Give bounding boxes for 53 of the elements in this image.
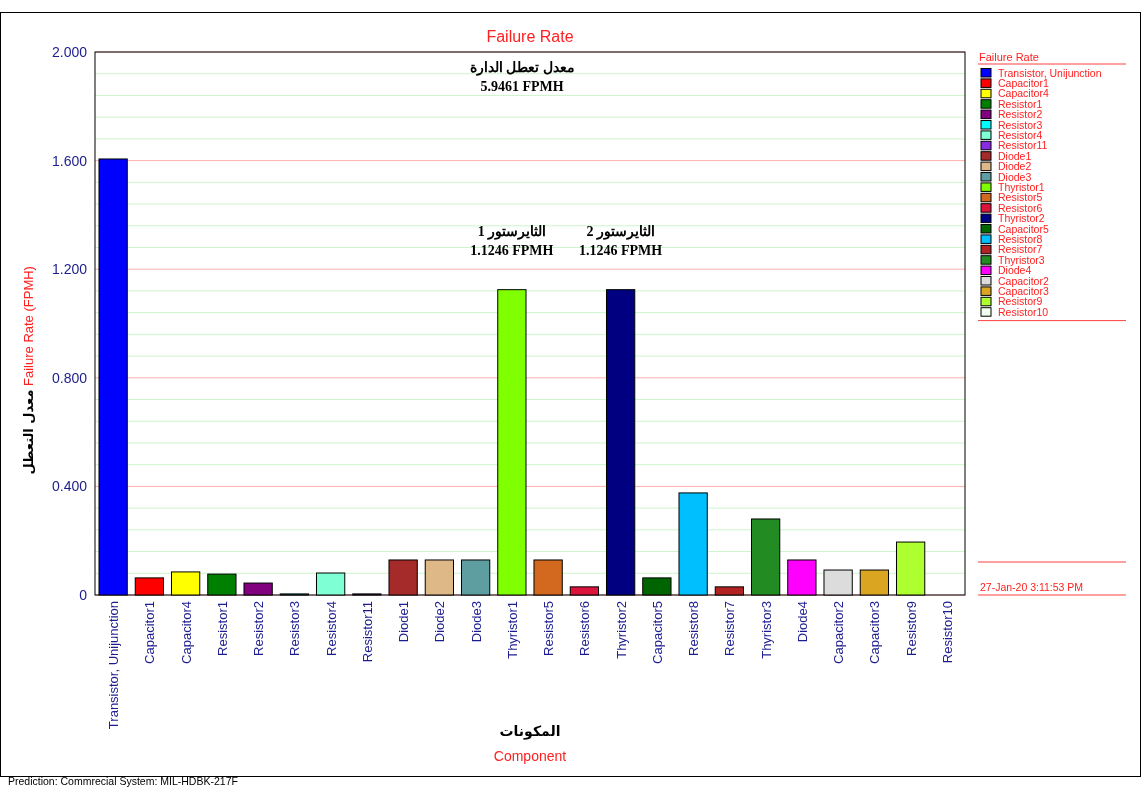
x-tick-label: Resistor3: [287, 601, 303, 656]
x-tick-label: Resistor5: [541, 601, 557, 656]
y-tick-label: 1.600: [51, 152, 88, 169]
x-tick-label: Diode1: [396, 601, 412, 643]
x-tick-label: Thyristor1: [504, 601, 520, 659]
x-tick-label: Thyristor2: [613, 601, 629, 659]
legend-label: Thyristor1: [998, 180, 1045, 193]
legend-label: Diode3: [998, 170, 1032, 183]
legend-label: Resistor7: [998, 243, 1043, 256]
chart-title: Failure Rate: [486, 28, 574, 45]
x-tick-label: Resistor1: [214, 601, 230, 656]
legend-title: Failure Rate: [979, 51, 1039, 63]
x-tick-label: Capacitor5: [649, 601, 665, 664]
x-tick-label: Capacitor3: [867, 601, 883, 664]
legend-label: Resistor11: [998, 139, 1048, 152]
legend-label: Resistor2: [998, 108, 1043, 121]
legend-label: Diode2: [998, 160, 1032, 173]
y-tick-label: 1.200: [51, 261, 88, 278]
x-tick-label: Resistor7: [722, 601, 738, 656]
y-tick-label: 0: [79, 587, 88, 603]
legend-label: Resistor4: [998, 128, 1043, 141]
x-tick-label: Resistor4: [323, 601, 339, 656]
legend-label: Resistor1: [998, 97, 1043, 110]
x-tick-label: Diode3: [468, 601, 484, 643]
legend-label: Capacitor2: [998, 274, 1049, 287]
x-tick-label: Resistor11: [359, 601, 375, 663]
x-tick-label: Thyristor3: [758, 601, 774, 659]
legend-label: Resistor10: [998, 305, 1049, 318]
x-tick-label: Diode2: [432, 601, 448, 643]
y-tick-label: 0.400: [51, 478, 88, 495]
x-tick-label: Capacitor4: [178, 601, 194, 664]
x-tick-label: Diode4: [794, 601, 810, 643]
legend-label: Diode4: [998, 264, 1032, 277]
legend-label: Thyristor2: [998, 212, 1045, 225]
y-tick-label: 2.000: [51, 44, 88, 60]
x-tick-label: Resistor6: [577, 601, 593, 656]
x-tick-label: Resistor10: [939, 601, 955, 664]
x-tick-label: Resistor2: [251, 601, 267, 656]
x-tick-label: Capacitor1: [142, 601, 158, 664]
x-tick-label: Resistor9: [903, 601, 919, 656]
text: Prediction: Commrecial System: MIL-HDBK-217F: [8, 775, 238, 787]
y-axis-title: Failure Rate (FPMH): [21, 266, 36, 386]
legend-label: Resistor6: [998, 201, 1043, 214]
legend-label: Thyristor3: [998, 253, 1045, 266]
legend-label: Transistor, Unijunction: [998, 66, 1102, 79]
legend-label: Diode1: [998, 149, 1032, 162]
x-tick-label: Transistor, Unijunction: [106, 601, 122, 730]
x-tick-label: Resistor8: [686, 601, 702, 656]
legend-label: Resistor3: [998, 118, 1043, 131]
text: 27-Jan-20 3:11:53 PM: [980, 581, 1084, 593]
y-tick-label: 0.800: [51, 369, 88, 386]
x-tick-label: Capacitor2: [831, 601, 847, 664]
text: معدل التعطل: [21, 389, 36, 475]
